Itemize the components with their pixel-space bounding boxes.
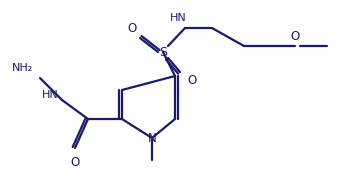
Text: NH₂: NH₂ — [11, 63, 33, 73]
Text: O: O — [70, 156, 80, 169]
Text: O: O — [187, 73, 196, 87]
Text: N: N — [148, 132, 156, 144]
Text: O: O — [290, 29, 300, 43]
Text: O: O — [127, 21, 136, 34]
Text: S: S — [159, 46, 167, 58]
Text: HN: HN — [170, 13, 186, 23]
Text: HN: HN — [42, 90, 58, 100]
